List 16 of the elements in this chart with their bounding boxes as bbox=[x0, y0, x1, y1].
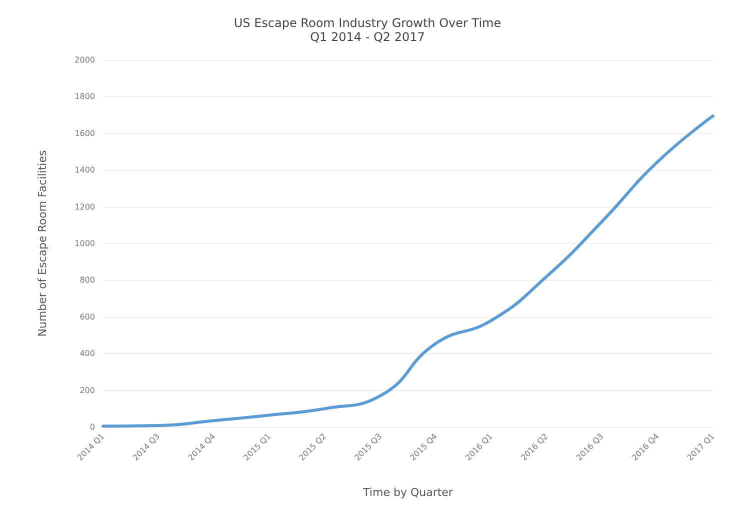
line-series bbox=[102, 114, 714, 428]
y-tick-label: 2000 bbox=[74, 56, 95, 64]
y-tick-label: 400 bbox=[80, 349, 95, 358]
chart-title: US Escape Room Industry Growth Over Time bbox=[234, 16, 502, 30]
y-tick-label: 600 bbox=[80, 312, 95, 322]
y-tick-label: 800 bbox=[80, 276, 95, 285]
y-tick-label: 1800 bbox=[74, 92, 95, 102]
y-axis-title: Number of Escape Room Facilities bbox=[36, 150, 49, 337]
y-tick-label: 1000 bbox=[74, 239, 95, 248]
chart-subtitle: Q1 2014 - Q2 2017 bbox=[310, 30, 425, 44]
x-axis-title: Time by Quarter bbox=[362, 486, 454, 499]
y-tick-label: 1200 bbox=[74, 202, 95, 212]
y-tick-label: 200 bbox=[80, 386, 95, 395]
y-tick-label: 1400 bbox=[74, 166, 95, 175]
y-tick-label: 1600 bbox=[74, 128, 95, 138]
y-tick-label: 0 bbox=[90, 422, 95, 432]
